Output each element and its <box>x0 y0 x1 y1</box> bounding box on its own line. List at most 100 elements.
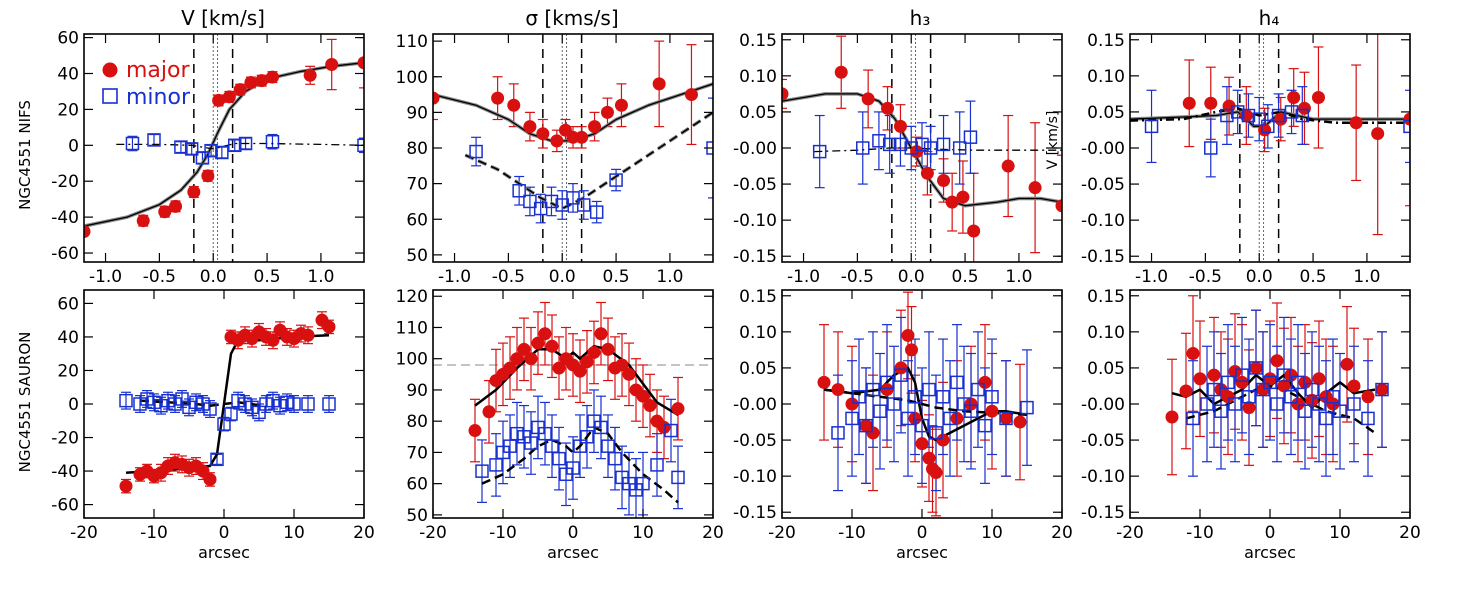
data-point-minor <box>1228 397 1242 411</box>
data-point-major <box>1287 90 1301 104</box>
panel-sauron-h4: -20 -10 0 10 20 0.15 0.10 0.05 -0.00 -0.05 -0.10 -0… <box>1081 287 1421 562</box>
x-tick-label: 20 <box>1051 523 1073 543</box>
data-point-minor <box>544 194 559 209</box>
y-tick-label: -40 <box>51 462 79 482</box>
data-point-minor <box>1347 397 1361 411</box>
y-tick-label: -0.10 <box>733 467 777 487</box>
data-point-minor <box>1277 368 1291 382</box>
data-point-minor <box>510 426 524 441</box>
data-point-major <box>893 119 907 133</box>
data-point-minor <box>985 390 999 404</box>
y-tick-label: -0.05 <box>1081 431 1125 451</box>
data-point-major <box>1242 401 1256 415</box>
data-point-minor <box>203 402 217 416</box>
data-point-minor <box>1403 119 1410 134</box>
data-point-major <box>1361 390 1375 404</box>
data-point-minor <box>971 382 985 397</box>
data-point-major <box>861 92 875 106</box>
x-tick-label: 0 <box>917 523 928 543</box>
data-point-minor <box>168 397 182 411</box>
data-point-minor <box>265 134 280 149</box>
data-point-major <box>782 87 789 101</box>
data-point-minor <box>1312 397 1326 411</box>
data-point-major <box>255 74 269 88</box>
data-point-minor <box>1271 108 1286 123</box>
data-point-minor <box>566 461 580 475</box>
data-point-minor <box>1204 141 1218 155</box>
panel-plot-area <box>1165 295 1389 477</box>
data-point-major <box>999 411 1013 425</box>
data-point-minor <box>580 430 594 444</box>
data-point-minor <box>901 411 915 426</box>
data-point-major <box>119 479 133 493</box>
x-tick-label: 1.0 <box>1005 267 1032 287</box>
y-tick-label: 120 <box>396 287 428 307</box>
y-tick-label: 0.10 <box>739 323 777 343</box>
data-point-major <box>643 399 657 413</box>
data-point-minor <box>215 145 229 160</box>
y-tick-label: 80 <box>406 412 428 432</box>
panel-frame <box>83 33 365 263</box>
data-point-minor <box>950 375 964 390</box>
column-title-h4: h₄ <box>1259 6 1280 30</box>
panel-plot-area <box>782 34 1062 262</box>
data-point-major <box>325 58 339 72</box>
data-point-major <box>967 224 981 238</box>
data-point-major <box>985 404 999 418</box>
data-point-minor <box>1333 404 1347 418</box>
markers-minor <box>831 368 1034 440</box>
data-point-minor <box>1270 397 1284 411</box>
data-point-minor <box>147 133 161 147</box>
markers-major <box>782 65 1062 238</box>
legend: major minor <box>102 58 191 110</box>
x-tick-label: -0.5 <box>492 267 525 287</box>
y-tick-label: -0.05 <box>733 175 777 195</box>
x-tick-label: -20 <box>70 523 98 543</box>
data-point-major <box>1298 375 1312 389</box>
data-point-minor <box>880 375 894 390</box>
data-point-major <box>1249 361 1263 375</box>
y-tick-label: 0.15 <box>1087 287 1125 307</box>
data-point-major <box>834 65 848 79</box>
data-point-minor <box>252 405 266 420</box>
y-tick-label: 0.10 <box>1087 67 1125 87</box>
series-minor <box>1188 309 1387 477</box>
data-point-minor <box>936 390 950 404</box>
data-point-minor <box>1295 108 1310 123</box>
data-point-major <box>1028 181 1042 195</box>
data-point-minor <box>189 395 203 410</box>
y-tick-label: 0.05 <box>739 359 777 379</box>
y-tick-label: 60 <box>57 29 79 49</box>
data-point-minor <box>555 198 569 212</box>
x-tick-label: 0.5 <box>254 267 281 287</box>
data-point-minor <box>119 393 133 408</box>
data-point-minor <box>1284 105 1299 119</box>
data-point-minor <box>894 368 908 382</box>
data-point-minor <box>273 398 287 413</box>
data-point-minor <box>952 141 967 155</box>
data-point-minor <box>964 404 978 418</box>
panel-plot-area <box>119 311 336 494</box>
data-point-major <box>880 383 894 397</box>
y-tick-label: 0.10 <box>739 67 777 87</box>
x-tick-label: 0.0 <box>898 267 925 287</box>
x-tick-label: 10 <box>632 523 654 543</box>
data-point-minor <box>831 426 845 440</box>
data-point-minor <box>238 136 253 151</box>
y-tick-label: 0.15 <box>1087 31 1125 51</box>
x-tick-label: 0.5 <box>1300 267 1327 287</box>
y-tick-label: 60 <box>406 475 428 495</box>
data-point-minor <box>978 418 992 433</box>
x-tick-label: -20 <box>419 523 447 543</box>
data-point-major <box>881 101 895 115</box>
x-tick-label: -1.0 <box>89 267 122 287</box>
data-point-major <box>1312 372 1326 386</box>
data-point-major <box>652 77 666 91</box>
y-tick-label: -0.10 <box>733 211 777 231</box>
data-point-major <box>158 205 172 219</box>
data-point-major <box>357 56 364 70</box>
x-axis-label: arcsec <box>547 543 599 562</box>
panel-nifs-sigma: -1.0 -0.5 0.0 0.5 1.0 110 100 90 80 70 60 50 <box>396 32 714 287</box>
data-point-minor <box>1230 105 1245 119</box>
data-point-major <box>1291 397 1305 411</box>
